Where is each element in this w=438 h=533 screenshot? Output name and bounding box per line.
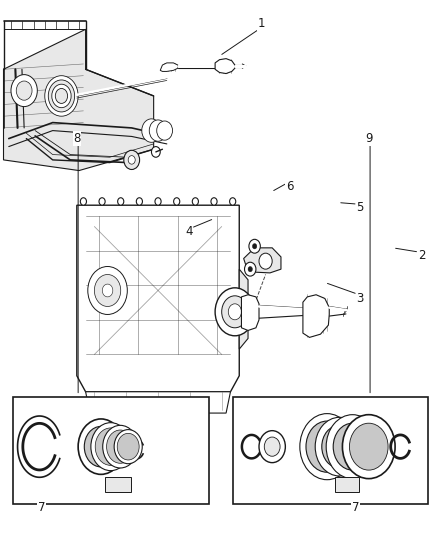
Circle shape: [228, 304, 241, 320]
Circle shape: [192, 198, 198, 205]
Circle shape: [247, 266, 252, 272]
Circle shape: [88, 266, 127, 314]
Text: 6: 6: [285, 180, 293, 193]
Circle shape: [258, 431, 285, 463]
Text: 4: 4: [184, 225, 192, 238]
Circle shape: [248, 239, 260, 253]
Circle shape: [45, 76, 78, 116]
Circle shape: [124, 150, 139, 169]
Circle shape: [78, 419, 124, 474]
Circle shape: [91, 423, 130, 471]
Circle shape: [151, 147, 160, 157]
Circle shape: [11, 75, 37, 107]
Text: 3: 3: [356, 292, 363, 305]
Text: 2: 2: [417, 249, 424, 262]
Bar: [232, 397, 427, 504]
Circle shape: [102, 284, 113, 297]
Circle shape: [141, 119, 161, 142]
Circle shape: [80, 198, 86, 205]
Circle shape: [84, 426, 117, 467]
Polygon shape: [160, 63, 177, 71]
Circle shape: [106, 430, 134, 463]
Circle shape: [102, 425, 138, 468]
Circle shape: [136, 198, 142, 205]
Circle shape: [299, 414, 353, 480]
Circle shape: [155, 198, 161, 205]
Circle shape: [349, 423, 387, 470]
Circle shape: [128, 156, 135, 164]
Bar: [105, 477, 131, 492]
Text: 9: 9: [364, 132, 372, 145]
Circle shape: [314, 417, 363, 476]
Text: 8: 8: [73, 132, 80, 145]
Text: 5: 5: [356, 201, 363, 214]
Circle shape: [173, 198, 180, 205]
Circle shape: [149, 120, 166, 141]
Circle shape: [16, 81, 32, 100]
Bar: [334, 477, 358, 492]
Polygon shape: [215, 59, 234, 74]
Circle shape: [95, 428, 126, 465]
Circle shape: [99, 198, 105, 205]
Circle shape: [258, 253, 272, 269]
Polygon shape: [302, 295, 328, 337]
Circle shape: [52, 84, 71, 108]
Text: 7: 7: [38, 501, 46, 514]
Circle shape: [215, 288, 254, 336]
Polygon shape: [243, 248, 280, 273]
Text: 1: 1: [257, 18, 265, 30]
Circle shape: [48, 80, 74, 112]
Polygon shape: [85, 392, 230, 413]
Circle shape: [332, 423, 371, 470]
Circle shape: [210, 198, 216, 205]
Circle shape: [325, 415, 378, 479]
Circle shape: [117, 433, 139, 460]
Circle shape: [117, 198, 124, 205]
Polygon shape: [77, 205, 239, 392]
Circle shape: [221, 296, 247, 328]
Circle shape: [229, 198, 235, 205]
Circle shape: [342, 415, 394, 479]
Circle shape: [55, 88, 67, 103]
Circle shape: [114, 430, 142, 464]
Circle shape: [321, 425, 356, 468]
Bar: [13, 397, 208, 504]
Polygon shape: [4, 29, 153, 171]
Text: 7: 7: [351, 501, 359, 514]
Polygon shape: [239, 269, 247, 349]
Circle shape: [264, 437, 279, 456]
Circle shape: [94, 274, 120, 306]
Circle shape: [305, 421, 347, 472]
Polygon shape: [241, 295, 258, 330]
Circle shape: [244, 262, 255, 276]
Circle shape: [156, 121, 172, 140]
Circle shape: [252, 244, 256, 249]
